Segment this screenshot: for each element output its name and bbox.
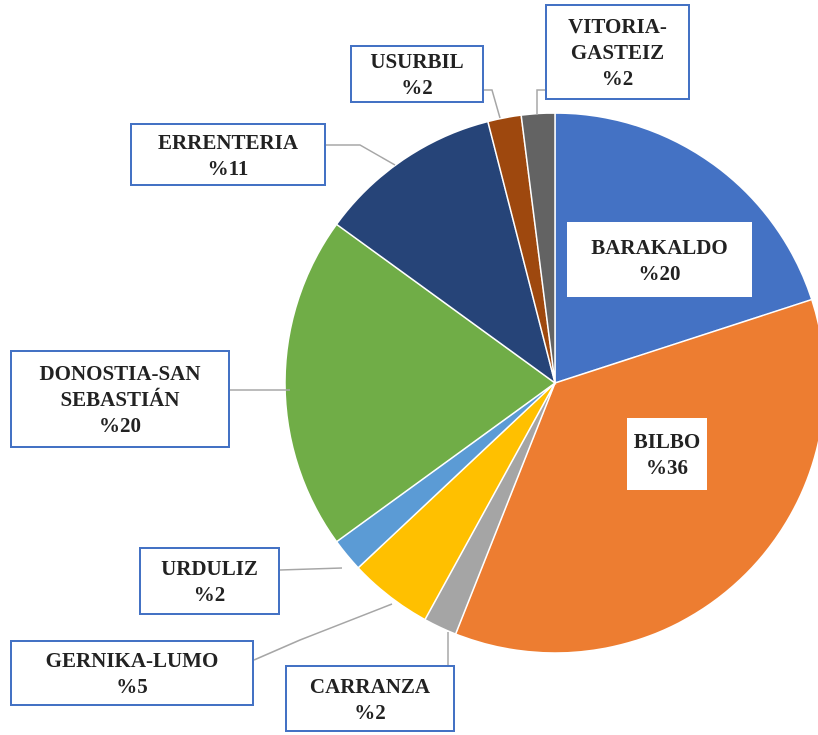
category-label: VITORIA-GASTEIZ xyxy=(568,14,667,64)
value-label: %2 xyxy=(401,75,433,99)
data-label: GERNIKA-LUMO %5 xyxy=(10,640,254,706)
data-label: DONOSTIA-SAN SEBASTIÁN %20 xyxy=(10,350,230,448)
value-label: %2 xyxy=(601,66,634,90)
category-label: GERNIKA-LUMO xyxy=(45,648,219,672)
category-label: CARRANZA xyxy=(309,673,431,698)
data-label: BILBO %36 xyxy=(627,418,707,490)
value-label: %5 xyxy=(116,674,148,698)
data-label: BARAKALDO %20 xyxy=(567,222,752,297)
category-label: USURBIL xyxy=(370,49,464,73)
value-label: %20 xyxy=(99,413,141,437)
leader-line xyxy=(279,567,343,571)
leader-line xyxy=(536,89,545,115)
data-label: CARRANZA %2 xyxy=(285,665,455,732)
pie-slice xyxy=(335,120,557,385)
value-label: %20 xyxy=(638,260,681,285)
value-label: %2 xyxy=(354,699,386,724)
data-label: VITORIA-GASTEIZ %2 xyxy=(545,4,690,100)
value-label: %2 xyxy=(193,582,226,606)
leader-line xyxy=(484,89,501,119)
data-label: USURBIL %2 xyxy=(350,45,484,103)
category-label: DONOSTIA-SAN SEBASTIÁN xyxy=(39,361,201,411)
data-label: URDULIZ %2 xyxy=(139,547,280,615)
pie-slice xyxy=(520,112,556,384)
value-label: %11 xyxy=(207,155,249,180)
pie-slice xyxy=(284,223,557,543)
category-label: URDULIZ xyxy=(161,556,258,580)
value-label: %36 xyxy=(646,455,688,479)
leader-line xyxy=(326,144,396,166)
category-label: BILBO xyxy=(633,429,701,453)
category-label: ERRENTERIA xyxy=(157,129,299,154)
leader-line xyxy=(253,603,393,661)
category-label: BARAKALDO xyxy=(591,234,728,259)
data-label: ERRENTERIA %11 xyxy=(130,123,326,186)
